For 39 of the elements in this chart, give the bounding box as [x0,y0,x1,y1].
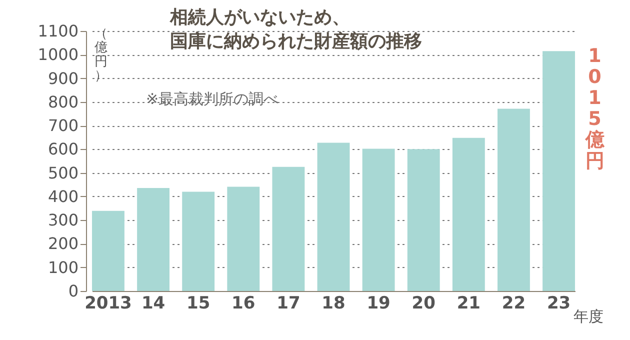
y-tick-label: 500 [48,163,78,182]
y-tick-label: 900 [48,68,78,88]
y-tick-label: 400 [48,186,78,206]
bar [407,149,440,291]
bar [272,166,305,291]
x-tick-label: 15 [186,294,210,314]
bar [317,142,350,291]
bar [92,210,124,291]
x-tick-label: 17 [276,294,300,314]
y-tick-label: 200 [48,234,78,254]
chart-title: 相続人がいないため、国庫に納められた財産額の推移 [169,7,422,52]
bar [542,51,575,291]
x-tick-label: 18 [322,294,346,314]
x-axis-title: 年度 [574,308,604,326]
annotation: ※最高裁判所の調べ [146,90,279,108]
bar [362,148,395,291]
y-tick-label: 1000 [38,45,78,64]
bar [227,186,260,291]
bar [452,138,485,291]
x-tick-label: 21 [456,294,481,314]
bar [498,108,530,291]
y-tick-label: 700 [48,116,78,136]
y-tick-label: 600 [48,140,78,159]
x-tick-label: 23 [546,294,571,314]
y-tick-label: 0 [68,282,78,300]
y-axis-title: （億円） [94,26,108,84]
x-tick-label: 2013 [84,294,132,314]
y-tick-label: 1100 [38,22,78,40]
y-tick-label: 300 [48,210,78,230]
x-tick-label: 14 [141,294,166,314]
y-tick-label: 100 [48,258,78,277]
bar [182,192,215,291]
annotation: 1015億円 [584,45,606,172]
x-tick-label: 19 [366,294,390,314]
bar [137,188,170,291]
y-tick-label: 800 [48,92,78,112]
x-tick-label: 22 [502,294,526,314]
x-tick-label: 16 [232,294,256,314]
x-tick-label: 20 [412,294,436,314]
